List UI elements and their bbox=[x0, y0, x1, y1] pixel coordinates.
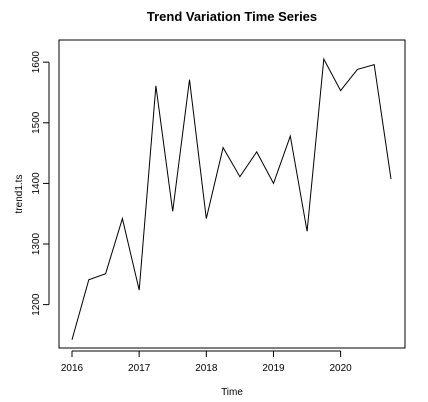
x-tick-label: 2017 bbox=[128, 363, 151, 374]
series-line bbox=[71, 57, 392, 340]
y-tick-label: 1600 bbox=[31, 51, 42, 74]
x-tick-label: 2020 bbox=[330, 363, 353, 374]
chart-title: Trend Variation Time Series bbox=[147, 9, 317, 24]
x-axis: 2016 2017 2018 2019 2020 bbox=[61, 350, 353, 374]
y-tick-label: 1500 bbox=[31, 111, 42, 134]
x-axis-title: Time bbox=[221, 387, 243, 398]
y-axis-title: trend1.ts bbox=[14, 175, 25, 214]
y-tick-label: 1400 bbox=[31, 172, 42, 195]
plot-frame bbox=[58, 39, 406, 349]
y-tick-label: 1300 bbox=[31, 232, 42, 255]
y-tick-label: 1200 bbox=[31, 293, 42, 316]
y-axis: 1200 1300 1400 1500 1600 bbox=[31, 51, 50, 316]
x-tick-label: 2016 bbox=[61, 363, 84, 374]
x-tick-label: 2018 bbox=[195, 363, 218, 374]
x-tick-label: 2019 bbox=[262, 363, 285, 374]
